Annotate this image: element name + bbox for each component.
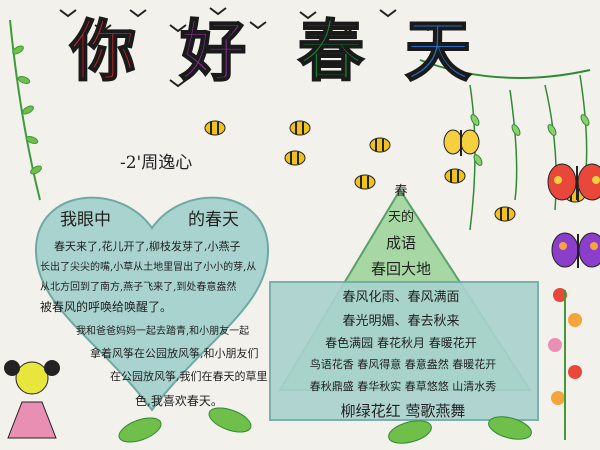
poem-line: 春回大地 <box>370 260 432 278</box>
title-char: 春 <box>297 12 365 90</box>
title-char: 天 <box>404 12 472 90</box>
flower-column <box>548 288 582 440</box>
bottom-leaves <box>118 407 532 444</box>
bee-icon <box>289 120 311 136</box>
left-vine <box>9 19 42 201</box>
heart-line: 长出了尖尖的嘴,小草从土地里冒出了小小的芽,从 <box>40 262 257 273</box>
heart-line: 被春风的呼唤给唤醒了。 <box>40 300 173 314</box>
bee-icon <box>354 174 376 190</box>
triangle-base <box>269 281 539 421</box>
poem-line: 春风化雨、春风满面 <box>342 290 460 305</box>
swallow-flock <box>59 7 437 88</box>
butterfly-icon <box>551 232 600 268</box>
bee-icon <box>369 137 391 153</box>
title-char: 好 <box>179 12 247 90</box>
poem-heading: 天的 <box>387 210 415 225</box>
heart-line: 拿着风筝在公园放风筝,和小朋友们 <box>90 347 259 360</box>
author-name: -2'周逸心 <box>120 153 193 173</box>
poem-line: 春秋鼎盛 春华秋实 春草悠悠 山清水秀 <box>309 380 497 393</box>
heart-shape <box>34 196 270 412</box>
heart-line: 我和爸爸妈妈一起去踏青,和小朋友一起 <box>76 326 250 337</box>
bee-icon <box>204 120 226 136</box>
poem-line: 鸟语花香 春风得意 春意盎然 春暖花开 <box>309 358 497 371</box>
girl-figure <box>4 360 60 439</box>
poem-line: 春色满园 春花秋月 春暖花开 <box>325 336 477 350</box>
poem-line: 柳绿花红 莺歌燕舞 <box>340 402 466 420</box>
poem-line: 春光明媚、春去秋来 <box>342 314 460 329</box>
poem-heading: 成语 <box>385 234 417 252</box>
bee-icon <box>284 150 306 166</box>
heart-title-left: 我眼中 <box>60 210 111 230</box>
butterfly-icon <box>547 163 600 201</box>
heart-line: 色,我喜欢春天。 <box>135 394 223 408</box>
heart-line: 春天来了,花儿开了,柳枝发芽了,小燕子 <box>54 240 241 253</box>
poem-heading: 春 <box>394 184 408 199</box>
heart-title-right: 的春天 <box>188 210 239 230</box>
title-char: 你 <box>69 12 137 90</box>
heart-line: 在公园放风筝,我们在春天的草里 <box>110 370 268 383</box>
bee-icon <box>494 206 516 222</box>
heart-line: 从北方回到了南方,燕子飞来了,到处春意盎然 <box>40 282 237 293</box>
bee-icon <box>444 168 466 184</box>
butterfly-icon <box>443 129 480 156</box>
